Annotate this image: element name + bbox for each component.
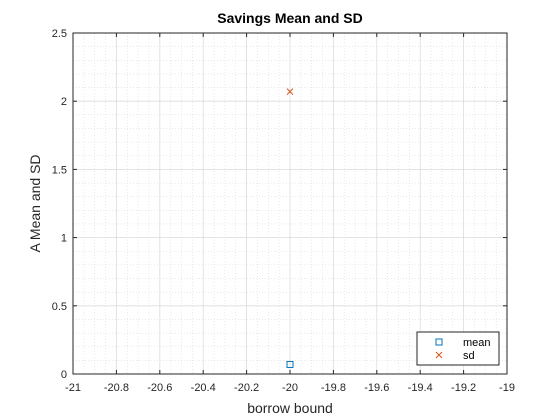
legend-marker-mean bbox=[435, 338, 443, 346]
y-tick-label: 0.5 bbox=[52, 301, 67, 313]
legend-box bbox=[416, 331, 500, 366]
y-tick-label: 1 bbox=[61, 233, 67, 245]
x-tick-label: -19.6 bbox=[364, 382, 389, 394]
y-tick-label: 0 bbox=[61, 369, 67, 381]
x-tick-label: -20.4 bbox=[191, 382, 216, 394]
legend-label-mean: mean bbox=[463, 337, 491, 349]
legend-label-sd: sd bbox=[463, 350, 475, 362]
y-tick-label: 1.5 bbox=[52, 164, 67, 176]
y-axis-label: A Mean and SD bbox=[27, 154, 43, 252]
x-tick-labels: -21 -20.8 -20.6 -20.4 -20.2 -20 -19.8 -19.6 -19.… bbox=[65, 382, 515, 394]
y-tick-label: 2 bbox=[61, 96, 67, 108]
x-tick-label: -20 bbox=[282, 382, 298, 394]
data-marks bbox=[286, 88, 294, 368]
y-tick-label: 2.5 bbox=[52, 28, 67, 40]
tick-marks bbox=[72, 32, 508, 375]
x-tick-label: -19 bbox=[499, 382, 515, 394]
x-marker-stroke bbox=[286, 88, 294, 96]
legend-marker-sd bbox=[435, 351, 443, 359]
plot-area bbox=[72, 32, 508, 375]
x-tick-label: -20.8 bbox=[104, 382, 129, 394]
x-tick-label: -19.4 bbox=[408, 382, 433, 394]
x-tick-label: -21 bbox=[65, 382, 81, 394]
x-axis-label: borrow bound bbox=[247, 400, 333, 416]
x-marker-stroke bbox=[435, 351, 443, 359]
x-tick-label: -20.6 bbox=[147, 382, 172, 394]
x-tick-label: -20.2 bbox=[234, 382, 259, 394]
y-tick-labels: 0 0.5 1 1.5 2 2.5 bbox=[52, 28, 67, 381]
mean-point bbox=[286, 360, 294, 368]
x-tick-label: -19.8 bbox=[321, 382, 346, 394]
sd-point bbox=[286, 88, 294, 96]
chart-title: Savings Mean and SD bbox=[217, 10, 362, 26]
x-tick-label: -19.2 bbox=[451, 382, 476, 394]
